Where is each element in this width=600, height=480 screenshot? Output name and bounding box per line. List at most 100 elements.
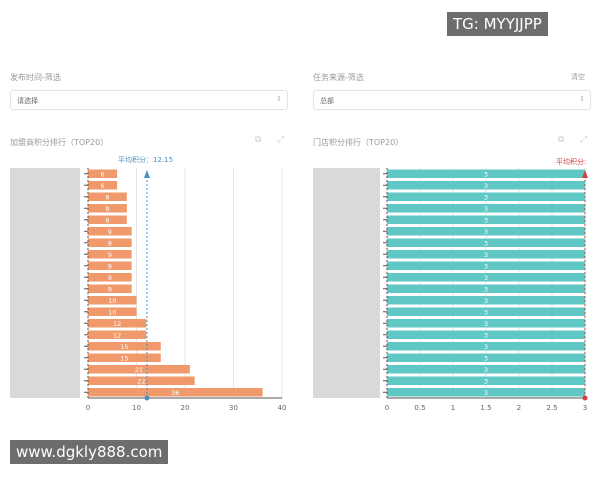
bar-value-label: 3 <box>484 354 488 362</box>
bar-value-label: 3 <box>484 297 488 305</box>
x-tick-label: 0 <box>86 404 90 412</box>
average-arrow-icon <box>582 170 588 178</box>
x-tick-label: 30 <box>229 404 238 412</box>
bar-value-label: 3 <box>484 308 488 316</box>
bar <box>88 376 195 385</box>
bar-value-label: 3 <box>484 377 488 385</box>
bar <box>88 319 147 328</box>
average-marker <box>582 395 588 401</box>
x-tick-label: 20 <box>181 404 190 412</box>
bar <box>88 388 263 397</box>
bar-value-label: 9 <box>108 262 112 270</box>
bar-value-label: 10 <box>108 308 116 316</box>
store-chart: 0 0.5 1 1.5 2 2.5 3 3 3 3 3 3 3 3 3 3 3 3 3 3 3 3 3 3 3 3 3 <box>383 168 588 412</box>
bar-value-label: 3 <box>484 216 488 224</box>
x-tick-label: 40 <box>278 404 287 412</box>
bar <box>387 307 585 316</box>
bar-value-label: 8 <box>105 216 109 224</box>
bar <box>387 296 585 305</box>
fullscreen-icon[interactable]: ⤢ <box>580 135 588 145</box>
bar-value-label: 3 <box>484 193 488 201</box>
bar <box>88 330 147 339</box>
bar-value-label: 3 <box>484 228 488 236</box>
clear-button[interactable]: 清空 <box>571 73 585 81</box>
bar <box>88 307 137 316</box>
bar <box>387 353 585 362</box>
bar-value-label: 12 <box>113 331 121 339</box>
bar-value-label: 8 <box>105 205 109 213</box>
bar-value-label: 3 <box>484 239 488 247</box>
bar <box>387 169 585 178</box>
bar <box>387 319 585 328</box>
bar <box>387 284 585 293</box>
publish-time-select[interactable]: 请选择 ⇕ <box>10 90 288 110</box>
bar <box>387 330 585 339</box>
x-tick-label: 1 <box>451 404 455 412</box>
bar-value-label: 3 <box>484 343 488 351</box>
bar <box>387 365 585 374</box>
bar-value-label: 22 <box>137 377 145 385</box>
avg-label: 平均积分: <box>556 157 586 166</box>
bar-value-label: 9 <box>108 285 112 293</box>
bar <box>88 238 132 247</box>
y-labels-redacted <box>313 168 380 398</box>
bar-value-label: 15 <box>120 343 128 351</box>
bar-value-label: 3 <box>484 331 488 339</box>
bar-value-label: 9 <box>108 228 112 236</box>
export-icon[interactable]: ⧉ <box>255 135 262 145</box>
bar <box>88 192 127 201</box>
x-tick-label: 10 <box>132 404 141 412</box>
bar <box>387 342 585 351</box>
bar-value-label: 9 <box>108 274 112 282</box>
bar-value-label: 3 <box>484 274 488 282</box>
task-source-filter-label: 任务来源-筛选 <box>313 73 364 82</box>
bar-value-label: 36 <box>171 389 179 397</box>
export-icon[interactable]: ⧉ <box>558 135 565 145</box>
bar <box>88 273 132 282</box>
bar <box>88 284 132 293</box>
bar <box>387 227 585 236</box>
store-chart-title: 门店积分排行（TOP20） <box>313 138 404 147</box>
bar <box>88 169 118 178</box>
x-tick-label: 3 <box>583 404 587 412</box>
select-arrows-icon: ⇕ <box>276 95 282 103</box>
bar-value-label: 3 <box>484 170 488 178</box>
franchise-chart-title: 加盟商积分排行（TOP20） <box>10 138 109 147</box>
bar-value-label: 3 <box>484 366 488 374</box>
bar <box>387 238 585 247</box>
bar <box>88 365 190 374</box>
watermark-bottom: www.dgkly888.com <box>10 440 169 464</box>
bar <box>387 376 585 385</box>
x-tick-label: 0 <box>385 404 389 412</box>
bar <box>88 261 132 270</box>
bar <box>387 215 585 224</box>
bar-value-label: 12 <box>113 320 121 328</box>
select-value: 请选择 <box>17 97 38 105</box>
bar-value-label: 3 <box>484 262 488 270</box>
bar <box>88 227 132 236</box>
average-arrow-icon <box>143 170 150 178</box>
bar <box>387 250 585 259</box>
publish-time-filter-label: 发布时间-筛选 <box>10 73 61 82</box>
task-source-select[interactable]: 总部 ⇕ <box>313 90 591 110</box>
bar <box>88 215 127 224</box>
bar-value-label: 3 <box>484 320 488 328</box>
bar-value-label: 10 <box>108 297 116 305</box>
bar <box>387 261 585 270</box>
x-tick-label: 2 <box>517 404 521 412</box>
bar-value-label: 3 <box>484 389 488 397</box>
bar <box>88 353 161 362</box>
fullscreen-icon[interactable]: ⤢ <box>277 135 285 145</box>
bar-value-label: 15 <box>120 354 128 362</box>
bar-value-label: 3 <box>484 182 488 190</box>
bar-value-label: 6 <box>100 170 104 178</box>
bar-value-label: 6 <box>100 182 104 190</box>
x-tick-label: 0.5 <box>414 404 425 412</box>
x-tick-label: 1.5 <box>480 404 491 412</box>
avg-label: 平均积分：12.15 <box>118 155 173 164</box>
bar <box>387 204 585 213</box>
bar <box>387 181 585 190</box>
bar <box>387 388 585 397</box>
